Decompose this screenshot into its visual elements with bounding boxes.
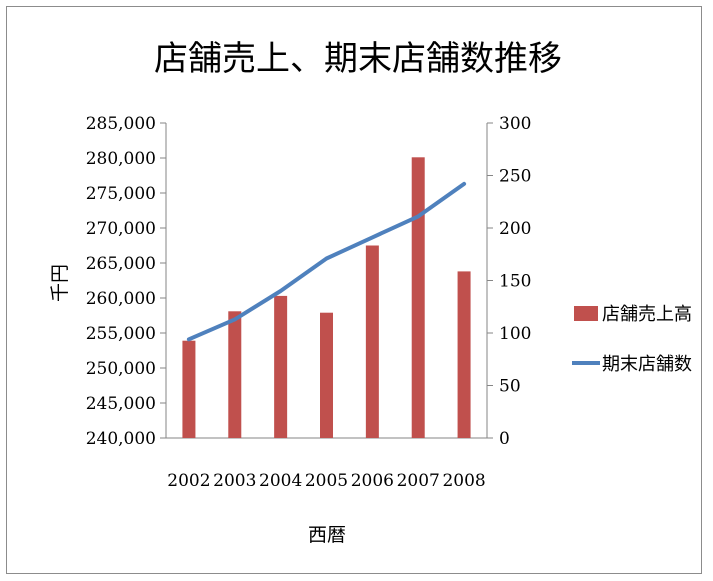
bar-series <box>182 157 471 439</box>
left-tick-label: 265,000 <box>86 254 156 274</box>
x-tick-label: 2006 <box>351 471 394 491</box>
right-tick-label: 300 <box>499 114 531 134</box>
chart-frame <box>6 6 702 574</box>
right-tick-label: 250 <box>499 167 531 187</box>
bar <box>182 340 196 438</box>
bar <box>228 311 242 438</box>
left-tick-label: 250,000 <box>86 359 156 379</box>
right-tick-label: 0 <box>499 429 510 449</box>
left-axis-ticks: 240,000 245,000 250,000 255,000 260,000 265,0… <box>86 114 166 449</box>
left-tick-label: 270,000 <box>86 219 156 239</box>
bar <box>411 157 425 439</box>
left-tick-label: 280,000 <box>86 149 156 169</box>
x-tick-label: 2008 <box>442 471 485 491</box>
line-series <box>186 181 467 342</box>
store-count-line <box>186 181 467 342</box>
left-tick-label: 245,000 <box>86 394 156 414</box>
x-tick-label: 2005 <box>305 471 348 491</box>
y-axis-title: 千円 <box>49 264 71 302</box>
legend-label-stores: 期末店舗数 <box>602 354 692 375</box>
legend: 店舗売上高 期末店舗数 <box>572 304 692 375</box>
bar <box>274 295 288 438</box>
left-tick-label: 255,000 <box>86 324 156 344</box>
left-tick-label: 285,000 <box>86 114 156 134</box>
legend-label-sales: 店舗売上高 <box>602 304 692 325</box>
right-axis-ticks: 0 50 100 150 200 250 300 <box>487 114 531 449</box>
bar <box>457 271 471 438</box>
legend-bar-swatch <box>574 306 598 321</box>
left-tick-label: 275,000 <box>86 184 156 204</box>
plot-area: 240,000 245,000 250,000 255,000 260,000 265,0… <box>86 114 532 491</box>
bar <box>320 312 333 438</box>
left-tick-label: 260,000 <box>86 289 156 309</box>
right-tick-label: 150 <box>499 272 531 292</box>
right-tick-label: 50 <box>499 377 521 397</box>
left-tick-label: 240,000 <box>86 429 156 449</box>
x-tick-label: 2007 <box>397 471 440 491</box>
x-tick-label: 2004 <box>259 471 302 491</box>
x-axis-ticks: 2002 2003 2004 2005 2006 2007 2008 <box>167 471 485 491</box>
bar <box>365 245 379 438</box>
chart-title: 店舗売上、期末店舗数推移 <box>154 39 562 79</box>
right-tick-label: 200 <box>499 219 531 239</box>
x-axis-title: 西暦 <box>308 524 346 546</box>
x-tick-label: 2003 <box>213 471 256 491</box>
x-tick-label: 2002 <box>167 471 210 491</box>
right-tick-label: 100 <box>499 324 531 344</box>
